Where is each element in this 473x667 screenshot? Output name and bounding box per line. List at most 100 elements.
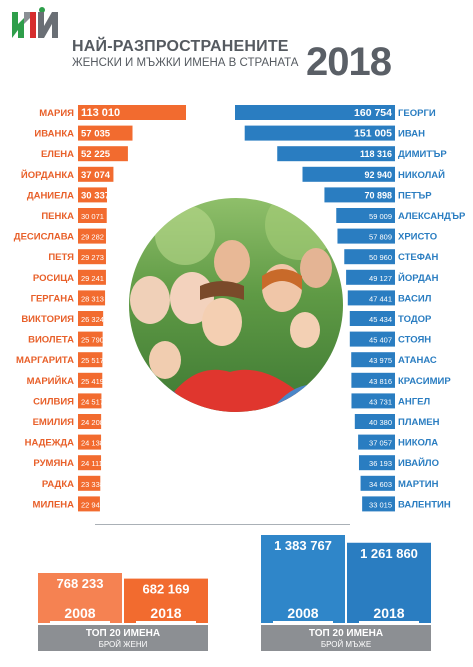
female-bar [78,290,106,306]
male-bar [362,496,395,512]
male-value-label: 34 603 [369,480,392,489]
female-name-label: ИВАНКА [34,129,74,140]
female-name-label: МАРИЯ [39,108,74,119]
male-value-label: 33 015 [369,500,392,509]
male-name-label: ДИМИТЪР [398,149,447,160]
male-bar [354,414,395,429]
female-bar [78,125,133,141]
male-value-label: 45 434 [369,315,392,324]
male-name-label: ВАЛЕНТИН [398,499,451,510]
title-year: 2018 [306,40,392,84]
total-value-label: 768 233 [57,576,104,591]
female-bar [78,187,107,203]
male-value-label: 47 441 [369,294,392,303]
male-name-label: МАРТИН [398,479,439,490]
total-bar [347,542,431,623]
male-name-label: КРАСИМИР [398,376,451,387]
female-value-label: 24 208 [81,418,104,427]
male-value-label: 43 975 [369,356,392,365]
female-value-label: 30 337 [81,190,110,201]
male-value-label: 36 193 [369,459,392,468]
total-bar [38,573,122,623]
male-name-label: ХРИСТО [398,232,437,243]
male-bar [337,228,395,244]
female-bar [78,269,106,285]
female-name-label: ПЕНКА [41,211,74,222]
male-value-label: 160 754 [354,107,392,119]
male-value-label: 49 127 [369,274,392,283]
male-bar [358,434,395,450]
female-value-label: 57 035 [81,129,111,140]
female-name-label: МИЛЕНА [33,499,75,510]
female-bar [78,105,186,120]
female-value-label: 26 324 [81,315,104,324]
female-value-label: 29 273 [81,253,104,262]
male-name-label: ИВАЙЛО [398,457,439,469]
female-name-label: ДЕСИСЛАВА [14,232,74,243]
female-name-label: РОСИЦА [33,273,74,284]
year-underline [136,621,196,623]
female-value-label: 22 946 [81,500,104,509]
male-bar [347,290,395,306]
female-bar [78,352,103,368]
female-name-label: ПЕТЯ [48,252,74,263]
female-value-label: 29 282 [81,233,104,242]
male-name-label: ТОДОР [398,314,432,325]
female-bar [78,311,104,326]
female-name-label: ЕМИЛИЯ [33,417,75,428]
female-value-label: 30 071 [81,212,104,221]
total-bar [124,578,208,623]
male-value-label: 118 316 [360,149,392,159]
female-name-label: СИЛВИЯ [33,396,74,407]
male-bar [302,166,395,182]
male-value-label: 70 898 [364,190,392,200]
male-name-label: АЛЕКСАНДЪР [398,211,466,222]
female-value-label: 25 517 [81,356,104,365]
female-name-label: МАРИЙКА [27,375,75,387]
male-bar [360,475,395,491]
totals-footer [38,625,208,651]
male-bar [244,125,395,141]
male-value-label: 45 407 [369,336,392,345]
female-value-label: 24 138 [81,439,104,448]
total-bar [261,535,345,623]
female-value-label: 24 517 [81,397,104,406]
male-name-label: СТЕФАН [398,252,438,263]
total-value-label: 1 383 767 [274,538,332,553]
male-name-label: ПЕТЪР [398,190,432,201]
male-bar [351,372,395,388]
male-bar [351,352,395,368]
male-bar [336,208,395,223]
page-subtitle: ЖЕНСКИ И МЪЖКИ ИМЕНА В СТРАНАТА [72,57,299,69]
female-value-label: 37 074 [81,170,111,181]
male-value-label: 151 005 [354,128,392,140]
female-value-label: 28 313 [81,294,104,303]
male-bar [351,393,395,409]
male-bar [344,249,395,265]
female-value-label: 25 790 [81,336,104,345]
male-value-label: 37 057 [369,439,392,448]
family-photo [129,198,343,412]
male-bar [277,146,395,162]
female-bar [78,414,102,429]
male-value-label: 43 816 [369,377,392,386]
male-name-label: АНГЕЛ [398,396,430,407]
male-name-label: СТОЯН [398,335,431,346]
female-bar [78,166,114,182]
divider-line [95,524,350,525]
male-name-label: ПЛАМЕН [398,417,440,428]
footer-subtitle: БРОЙ ЖЕНИ [99,640,148,649]
male-name-label: НИКОЛА [398,438,438,449]
male-value-label: 40 380 [369,418,392,427]
female-name-label: ЙОРДАНКА [21,169,74,181]
male-bar [358,455,395,471]
page-title: НАЙ-РАЗПРОСТРАНЕНИТЕ [72,38,289,55]
footer-subtitle: БРОЙ МЪЖЕ [321,640,371,649]
total-value-label: 1 261 860 [360,546,418,561]
male-name-label: ЙОРДАН [398,272,439,284]
female-value-label: 52 225 [81,149,111,160]
year-underline [273,621,333,623]
female-name-label: ВИОЛЕТА [28,335,74,346]
